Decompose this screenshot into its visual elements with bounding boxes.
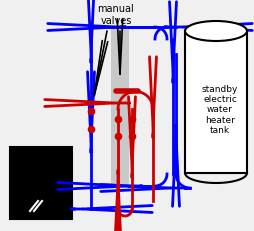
Bar: [10, 147, 72, 219]
Text: standby
electric
water
heater
tank: standby electric water heater tank: [201, 84, 237, 135]
Text: manual
valves: manual valves: [97, 4, 134, 26]
Text: solar
collector: solar collector: [11, 152, 59, 173]
Ellipse shape: [184, 22, 246, 42]
Bar: [110, 28, 129, 184]
Bar: [184, 32, 246, 173]
